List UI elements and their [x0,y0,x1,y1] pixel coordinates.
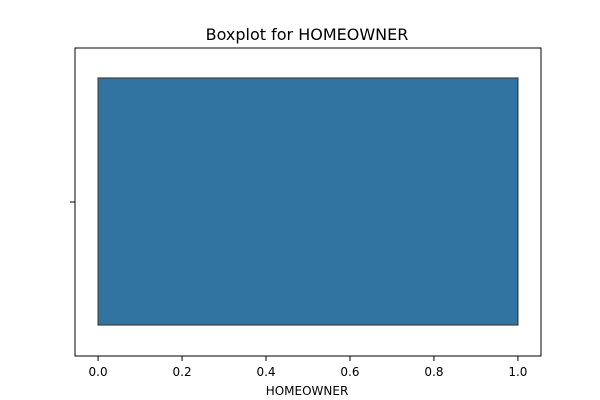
x-axis-ticks: 0.0 0.2 0.4 0.6 0.8 1.0 [89,356,527,379]
x-tick-label: 0.2 [173,365,192,379]
x-tick-label: 0.8 [424,365,443,379]
chart-marks [97,77,519,326]
x-axis-label: HOMEOWNER [266,384,349,398]
x-tick-label: 0.4 [256,365,275,379]
box-iqr [97,77,519,326]
x-tick-label: 1.0 [508,365,527,379]
x-tick-label: 0.6 [340,365,359,379]
chart-title: Boxplot for HOMEOWNER [206,25,409,44]
x-tick-label: 0.0 [89,365,108,379]
